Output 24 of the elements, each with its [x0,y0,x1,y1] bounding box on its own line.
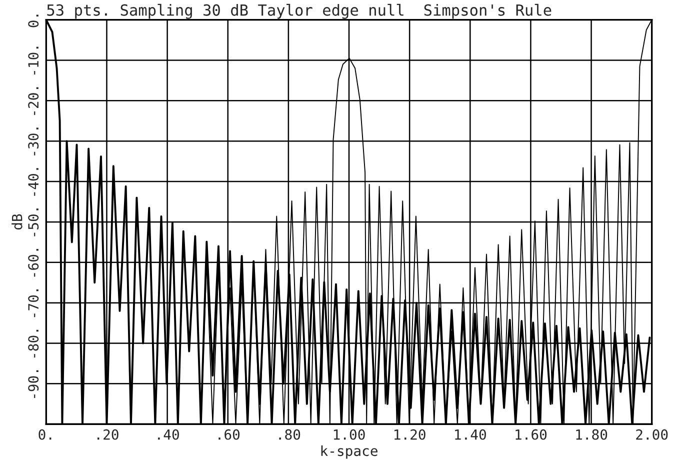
y-tick-label: -80. [28,330,39,358]
y-axis-title: dB [12,214,22,230]
x-tick-label: .40 [158,429,179,440]
y-tick-label: -50. [28,208,39,236]
x-tick-label: 1.80 [576,429,608,440]
x-tick-label: 1.60 [516,429,547,440]
y-tick-label: -10. [28,46,39,75]
y-tick-label: -30. [28,128,39,156]
x-tick-label: .20 [98,429,118,440]
y-tick-label: -70. [28,289,39,318]
x-tick-label: 1.20 [394,429,426,440]
y-tick-label: -40. [28,168,39,196]
x-tick-label: 0. [38,429,52,440]
x-tick-label: .60 [218,429,240,440]
x-axis-title: k-space [321,445,378,459]
chart-title: 53 pts. Sampling 30 dB Taylor edge null Simpson's Rule [47,4,552,19]
y-tick-label: -60. [28,248,39,277]
x-tick-label: .80 [279,429,300,440]
x-tick-label: 1.00 [334,429,365,440]
y-tick-label: -90. [28,370,39,398]
y-tick-label: 0. [28,14,39,28]
x-tick-label: 2.00 [636,429,668,440]
x-tick-label: 1.40 [455,429,486,440]
y-tick-label: -20. [28,87,39,115]
